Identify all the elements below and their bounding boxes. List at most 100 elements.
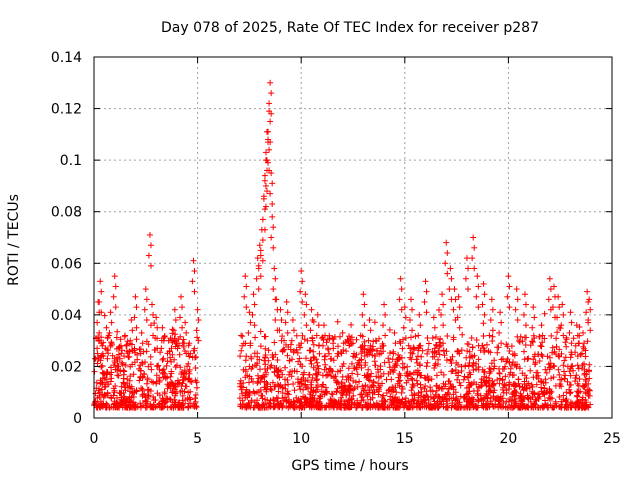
roti-point (276, 327, 283, 334)
roti-point (289, 317, 296, 324)
roti-point (487, 317, 494, 324)
roti-point (366, 317, 373, 324)
roti-point (256, 242, 263, 249)
roti-point (154, 324, 161, 331)
roti-point (190, 257, 197, 264)
roti-point (129, 347, 136, 354)
roti-point (139, 340, 146, 347)
roti-point (242, 273, 249, 280)
roti-point (423, 288, 430, 295)
roti-point (251, 301, 258, 308)
roti-point (409, 306, 416, 313)
roti-point (290, 347, 297, 354)
roti-point (147, 262, 154, 269)
roti-point (573, 322, 580, 329)
roti-point (259, 216, 266, 223)
roti-point (546, 275, 553, 282)
roti-point (303, 322, 310, 329)
roti-point (267, 79, 274, 86)
roti-point (158, 345, 165, 352)
roti-point (299, 278, 306, 285)
roti-point (479, 301, 486, 308)
roti-point (92, 355, 99, 362)
roti-point (104, 355, 111, 362)
roti-point (133, 324, 140, 331)
roti-point (112, 283, 119, 290)
roti-point (104, 335, 111, 342)
roti-point (262, 149, 269, 156)
roti-point (438, 311, 445, 318)
roti-point (415, 332, 422, 339)
roti-point (108, 319, 115, 326)
roti-point (340, 340, 347, 347)
roti-point (309, 317, 316, 324)
roti-point (417, 322, 424, 329)
roti-point (153, 314, 160, 321)
roti-point (103, 324, 110, 331)
roti-point (473, 293, 480, 300)
roti-point (520, 311, 527, 318)
roti-point (278, 337, 285, 344)
roti-point (440, 322, 447, 329)
roti-point (106, 329, 113, 336)
roti-point (581, 340, 588, 347)
roti-point (568, 319, 575, 326)
roti-point (102, 345, 109, 352)
roti-point (350, 340, 356, 347)
roti-point (272, 317, 279, 324)
roti-point (547, 286, 554, 293)
roti-point (182, 319, 189, 326)
roti-point (98, 309, 105, 316)
roti-point (267, 139, 274, 146)
roti-point (585, 298, 592, 305)
roti-point (147, 322, 154, 329)
roti-point (290, 327, 297, 334)
roti-point (100, 353, 107, 360)
roti-point (111, 273, 118, 280)
roti-point (265, 159, 272, 166)
roti-point (462, 275, 469, 282)
roti-point (504, 293, 511, 300)
roti-point (261, 177, 268, 184)
roti-point (238, 332, 245, 339)
roti-point (247, 319, 254, 326)
roti-point (237, 353, 244, 360)
roti-point (498, 340, 505, 347)
roti-point (402, 314, 409, 321)
roti-point (430, 314, 437, 321)
roti-point (195, 317, 202, 324)
roti-point (179, 324, 186, 331)
roti-point (398, 286, 405, 293)
roti-point (567, 309, 574, 316)
roti-point (338, 350, 345, 357)
roti-point (249, 311, 256, 318)
roti-point (505, 273, 512, 280)
roti-point (514, 317, 521, 324)
roti-point (568, 340, 575, 347)
roti-point (444, 249, 451, 256)
roti-point (497, 309, 504, 316)
roti-point (147, 242, 154, 249)
roti-point (255, 286, 262, 293)
roti-point (307, 327, 314, 334)
x-tick-label: 10 (292, 431, 310, 447)
roti-point (272, 275, 279, 282)
roti-point (189, 278, 196, 285)
roti-point (361, 322, 368, 329)
roti-point (178, 293, 185, 300)
roti-point (268, 170, 275, 177)
roti-point (442, 260, 449, 267)
roti-point (191, 268, 198, 275)
roti-point (308, 306, 315, 313)
roti-point (128, 317, 135, 324)
roti-point (447, 265, 454, 272)
roti-point (587, 306, 594, 313)
roti-point (340, 360, 347, 367)
roti-point (186, 340, 193, 347)
roti-point (150, 311, 157, 318)
roti-point (431, 324, 438, 331)
roti-point (586, 296, 593, 303)
roti-point (359, 311, 366, 318)
roti-point (270, 244, 277, 251)
roti-point (365, 337, 372, 344)
